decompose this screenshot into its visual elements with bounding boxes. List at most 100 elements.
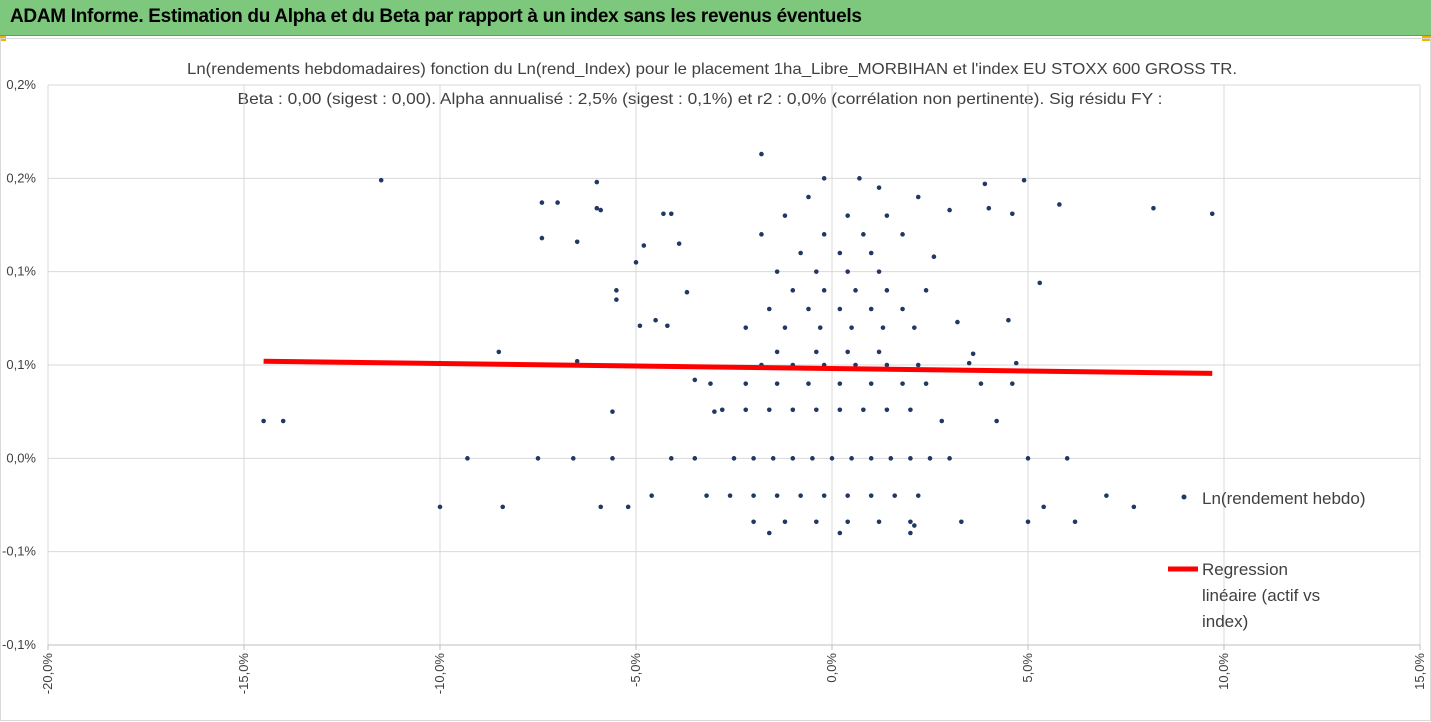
scatter-point	[1064, 456, 1070, 461]
x-tick-label: -5,0%	[628, 653, 643, 687]
scatter-point	[884, 362, 890, 368]
scatter-point	[959, 519, 964, 525]
scatter-point	[1025, 456, 1031, 461]
scatter-point	[782, 325, 788, 330]
scatter-point	[845, 493, 850, 498]
scatter-point	[814, 349, 819, 355]
scatter-point	[884, 288, 890, 293]
scatter-point	[535, 456, 541, 461]
scatter-point	[574, 239, 580, 245]
scatter-point	[759, 151, 764, 157]
scatter-point	[912, 325, 917, 330]
scatter-point	[908, 407, 913, 413]
scatter-point	[280, 418, 286, 424]
scatter-point	[610, 409, 615, 414]
scatter-point	[849, 325, 854, 330]
scatter-point	[884, 213, 890, 218]
scatter-point	[817, 325, 823, 330]
scatter-point	[751, 456, 756, 461]
scatter-point	[692, 377, 698, 383]
scatter-point	[570, 456, 576, 461]
scatter-point	[641, 243, 647, 248]
scatter-point	[614, 288, 619, 293]
scatter-point	[743, 325, 749, 330]
legend-label: Regression linéaire (actif vs index)	[1202, 560, 1321, 631]
scatter-point	[727, 493, 733, 498]
scatter-point	[790, 456, 796, 461]
scatter-point	[845, 349, 850, 355]
scatter-point	[908, 456, 913, 461]
scatter-point	[1010, 381, 1015, 386]
header-bar: ADAM Informe. Estimation du Alpha et du …	[0, 0, 1431, 36]
scatter-point	[837, 530, 843, 536]
scatter-point	[845, 269, 850, 274]
scatter-point	[774, 349, 780, 355]
scatter-point	[927, 456, 933, 461]
scatter-point	[884, 407, 890, 413]
scatter-point	[821, 493, 827, 498]
x-tick-label: -10,0%	[432, 653, 447, 695]
scatter-point	[782, 213, 788, 218]
scatter-point	[598, 207, 604, 213]
scatter-point	[751, 493, 756, 498]
scatter-point	[598, 504, 604, 510]
scatter-point	[1010, 211, 1015, 217]
y-tick-label: 0,2%	[6, 77, 36, 92]
scatter-point	[923, 288, 929, 293]
scatter-point	[986, 205, 992, 211]
scatter-point	[676, 241, 682, 246]
chart-subtitle: Beta : 0,00 (sigest : 0,00). Alpha annua…	[238, 91, 1163, 108]
scatter-point	[743, 381, 749, 386]
scatter-point	[814, 269, 819, 274]
scatter-point	[861, 232, 866, 237]
scatter-point	[861, 407, 866, 413]
scatter-point	[1037, 280, 1043, 286]
y-tick-label: -0,1%	[2, 544, 36, 559]
scatter-point	[1006, 317, 1011, 323]
scatter-point	[939, 418, 945, 424]
scatter-point	[915, 362, 921, 368]
scatter-point	[892, 493, 898, 498]
scatter-point	[614, 297, 619, 302]
scatter-point	[876, 185, 882, 190]
scatter-point	[845, 519, 850, 525]
chart-title: Ln(rendements hebdomadaires) fonction du…	[187, 61, 1237, 78]
scatter-point	[708, 381, 713, 386]
scatter-point	[955, 319, 960, 325]
legend-label: Ln(rendement hebdo)	[1202, 489, 1366, 508]
scatter-point	[923, 381, 929, 386]
scatter-point	[692, 456, 698, 461]
scatter-point	[868, 493, 874, 498]
scatter-point	[743, 407, 749, 413]
scatter-point	[900, 306, 905, 312]
scatter-point	[912, 523, 917, 528]
scatter-point	[539, 200, 545, 205]
scatter-point	[814, 519, 819, 525]
scatter-point	[1041, 504, 1046, 510]
scatter-point	[868, 250, 874, 256]
scatter-point	[821, 232, 827, 237]
y-tick-label: 0,1%	[6, 357, 36, 372]
scatter-point	[1021, 177, 1027, 183]
scatter-point	[766, 407, 772, 413]
scatter-point	[719, 407, 725, 413]
scatter-point	[880, 325, 886, 330]
scatter-point	[908, 519, 913, 525]
scatter-point	[829, 456, 835, 461]
scatter-point	[766, 306, 772, 312]
scatter-point	[915, 493, 921, 498]
header-title: ADAM Informe. Estimation du Alpha et du …	[10, 6, 862, 27]
scatter-point	[712, 409, 717, 414]
scatter-point	[931, 254, 937, 260]
scatter-point	[751, 519, 756, 525]
scatter-point	[731, 456, 737, 461]
scatter-point	[900, 381, 905, 386]
scatter-point	[625, 504, 631, 510]
y-tick-label: 0,1%	[6, 264, 36, 279]
scatter-point	[594, 179, 600, 185]
scatter-point	[982, 181, 988, 187]
scatter-point	[868, 456, 874, 461]
x-tick-label: -20,0%	[40, 653, 55, 695]
y-tick-label: 0,0%	[6, 450, 36, 465]
scatter-point	[888, 456, 894, 461]
